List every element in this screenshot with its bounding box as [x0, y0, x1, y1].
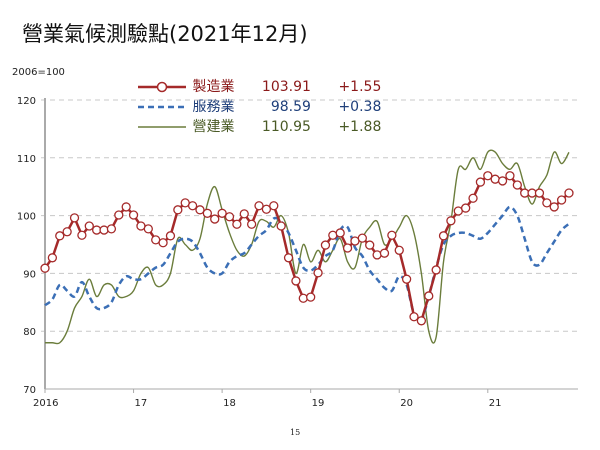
data-point-manufacturing — [564, 188, 574, 198]
legend-line-icon — [138, 126, 186, 128]
legend-latest: 103.91 — [261, 79, 311, 95]
data-point-manufacturing — [114, 210, 124, 220]
data-point-manufacturing — [401, 274, 412, 284]
data-point-manufacturing — [475, 177, 486, 187]
data-point-manufacturing — [431, 265, 441, 275]
data-point-manufacturing — [446, 216, 456, 226]
legend-item-services: 服務業 98.59 +0.38 — [138, 96, 381, 116]
data-point-manufacturing — [468, 193, 478, 203]
data-point-manufacturing — [320, 240, 331, 250]
data-point-manufacturing — [84, 221, 94, 231]
data-point-manufacturing — [438, 231, 449, 241]
data-point-manufacturing — [365, 240, 375, 250]
legend-name: 服務業 — [192, 99, 235, 115]
data-point-manufacturing — [246, 219, 257, 229]
data-point-manufacturing — [143, 224, 153, 234]
legend-dash-icon — [138, 105, 186, 109]
data-point-manufacturing — [306, 292, 316, 302]
x-tick-label: 2016 — [33, 398, 58, 409]
legend-item-construction: 營建業 110.95 +1.88 — [138, 116, 381, 136]
data-point-manufacturing — [490, 174, 500, 184]
data-point-manufacturing — [291, 276, 301, 286]
data-point-manufacturing — [232, 219, 242, 229]
data-point-manufacturing — [461, 203, 471, 213]
data-point-manufacturing — [556, 195, 567, 205]
data-point-manufacturing — [387, 230, 397, 240]
y-axis-label: 2006=100 — [12, 67, 65, 78]
legend-change: +0.38 — [338, 99, 382, 115]
data-point-manufacturing — [69, 213, 80, 223]
legend-marker-icon — [138, 81, 186, 93]
legend-change: +1.55 — [338, 79, 382, 95]
data-point-manufacturing — [47, 253, 58, 263]
x-tick-label: 20 — [400, 398, 413, 409]
y-tick-label: 80 — [23, 327, 36, 338]
data-point-manufacturing — [40, 263, 50, 273]
data-point-manufacturing — [335, 228, 345, 238]
data-point-manufacturing — [409, 312, 419, 322]
data-point-manufacturing — [534, 188, 545, 198]
data-point-manufacturing — [261, 204, 272, 214]
data-point-manufacturing — [342, 243, 353, 253]
data-point-manufacturing — [283, 253, 294, 263]
data-point-manufacturing — [254, 201, 264, 211]
legend-name: 營建業 — [192, 119, 235, 135]
data-point-manufacturing — [195, 205, 205, 215]
data-point-manufacturing — [424, 291, 434, 301]
y-tick-label: 120 — [17, 96, 36, 107]
data-point-manufacturing — [217, 208, 227, 218]
data-point-manufacturing — [505, 171, 515, 181]
data-point-manufacturing — [187, 201, 198, 211]
series-line-construction — [44, 149, 570, 345]
data-point-manufacturing — [269, 201, 279, 211]
data-point-manufacturing — [542, 198, 552, 208]
data-point-manufacturing — [165, 231, 176, 241]
data-point-manufacturing — [121, 202, 131, 212]
data-point-manufacturing — [394, 245, 404, 255]
x-tick-label: 21 — [489, 398, 502, 409]
data-point-manufacturing — [372, 250, 382, 260]
legend-latest: 110.95 — [261, 119, 311, 135]
y-tick-label: 100 — [17, 212, 36, 223]
data-point-manufacturing — [128, 210, 139, 220]
data-point-manufacturing — [298, 293, 308, 303]
legend-latest: 98.59 — [270, 99, 311, 115]
chart-title: 營業氣候測驗點(2021年12月) — [22, 22, 308, 46]
y-tick-label: 110 — [17, 154, 36, 165]
data-point-manufacturing — [224, 212, 235, 222]
y-tick-label: 70 — [23, 385, 36, 396]
data-point-manufacturing — [55, 231, 65, 241]
x-tick-label: 17 — [135, 398, 148, 409]
series-line-services — [44, 205, 570, 322]
page-number: 15 — [290, 428, 301, 437]
data-point-manufacturing — [379, 248, 390, 258]
data-point-manufacturing — [512, 180, 522, 190]
x-tick-label: 19 — [312, 398, 325, 409]
data-point-manufacturing — [549, 202, 559, 212]
x-tick-label: 18 — [223, 398, 236, 409]
legend-name: 製造業 — [192, 79, 235, 95]
data-point-manufacturing — [158, 238, 168, 248]
data-point-manufacturing — [77, 230, 87, 240]
data-point-manufacturing — [99, 225, 109, 235]
data-point-manufacturing — [239, 209, 249, 219]
data-point-manufacturing — [416, 316, 427, 326]
data-point-manufacturing — [202, 208, 213, 218]
data-point-manufacturing — [483, 171, 493, 181]
data-point-manufacturing — [106, 224, 117, 234]
data-point-manufacturing — [357, 233, 367, 243]
legend-change: +1.88 — [338, 119, 382, 135]
data-point-manufacturing — [62, 227, 72, 237]
data-point-manufacturing — [173, 205, 183, 215]
data-point-manufacturing — [276, 221, 286, 231]
y-tick-label: 90 — [23, 269, 36, 280]
data-point-manufacturing — [210, 214, 220, 224]
data-point-manufacturing — [497, 176, 508, 186]
legend-item-manufacturing: 製造業 103.91 +1.55 — [138, 76, 381, 96]
data-point-manufacturing — [313, 268, 323, 278]
